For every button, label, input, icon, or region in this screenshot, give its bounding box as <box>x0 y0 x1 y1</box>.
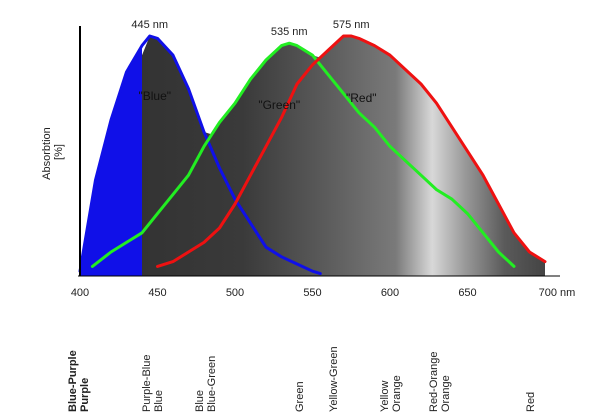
spectrum-name-2: Blue Blue-Green <box>194 356 218 412</box>
spectrum-name-2-line-1: Blue-Green <box>206 356 218 412</box>
spectrum-name-0-line-0: Blue-Purple <box>67 350 79 412</box>
x-tick-label-700: 700 nm <box>539 287 576 299</box>
series-line-1 <box>90 41 516 268</box>
spectrum-name-5-line-1: Orange <box>391 375 403 412</box>
x-tick-label-450: 450 <box>148 287 166 299</box>
peak-label-0: 445 nm <box>131 19 168 31</box>
spectrum-name-1: Purple-Blue Blue <box>141 355 165 412</box>
peak-label-2: 575 nm <box>333 19 370 31</box>
spectrum-name-5-line-0: Yellow <box>379 381 391 412</box>
y-axis-label-line-1: Absorbtion <box>41 127 53 180</box>
spectrum-name-3-line-0: Green <box>294 381 306 412</box>
spectrum-name-7: Red <box>525 392 537 412</box>
cone-name-2: "Red" <box>346 91 377 105</box>
spectrum-name-6-line-1: Orange <box>440 375 452 412</box>
spectrum-name-4: Yellow-Green <box>328 346 340 412</box>
spectrum-name-6-line-0: Red-Orange <box>428 351 440 412</box>
cone-name-0: "Blue" <box>138 89 171 103</box>
spectrum-name-1-line-1: Blue <box>153 390 165 412</box>
blue-filled-area <box>80 45 142 276</box>
spectrum-name-5: Yellow Orange <box>379 375 403 412</box>
spectrum-gradient-area <box>142 36 545 276</box>
spectrum-color-names: Blue-Purple Purple Purple-Blue Blue Blue Blue… <box>67 346 537 412</box>
absorption-curves <box>78 34 547 276</box>
x-tick-label-600: 600 <box>381 287 399 299</box>
cone-name-1: "Green" <box>258 98 300 112</box>
spectrum-name-6: Red-Orange Orange <box>428 351 452 412</box>
curve-labels: 445 nm "Blue" 535 nm "Green" 575 nm "Red" <box>131 19 376 112</box>
spectrum-name-2-line-0: Blue <box>194 390 206 412</box>
spectrum-background <box>142 36 545 276</box>
x-tick-label-400: 400 <box>71 287 89 299</box>
spectrum-name-1-line-0: Purple-Blue <box>141 355 153 412</box>
spectrum-name-7-line-0: Red <box>525 392 537 412</box>
y-axis-label: Absorbtion [%] <box>41 124 65 180</box>
series-line-0 <box>78 34 322 276</box>
peak-label-1: 535 nm <box>271 26 308 38</box>
series-line-2 <box>156 34 547 268</box>
spectrum-name-4-line-0: Yellow-Green <box>328 346 340 412</box>
spectrum-name-0: Blue-Purple Purple <box>67 350 91 412</box>
x-tick-label-650: 650 <box>458 287 476 299</box>
x-tick-label-550: 550 <box>303 287 321 299</box>
spectrum-name-0-line-1: Purple <box>79 378 91 412</box>
x-tick-label-500: 500 <box>226 287 244 299</box>
x-tick-labels: 400 450 500 550 600 650 700 nm <box>71 287 576 299</box>
y-axis-label-line-2: [%] <box>53 144 65 160</box>
spectrum-name-3: Green <box>294 381 306 412</box>
